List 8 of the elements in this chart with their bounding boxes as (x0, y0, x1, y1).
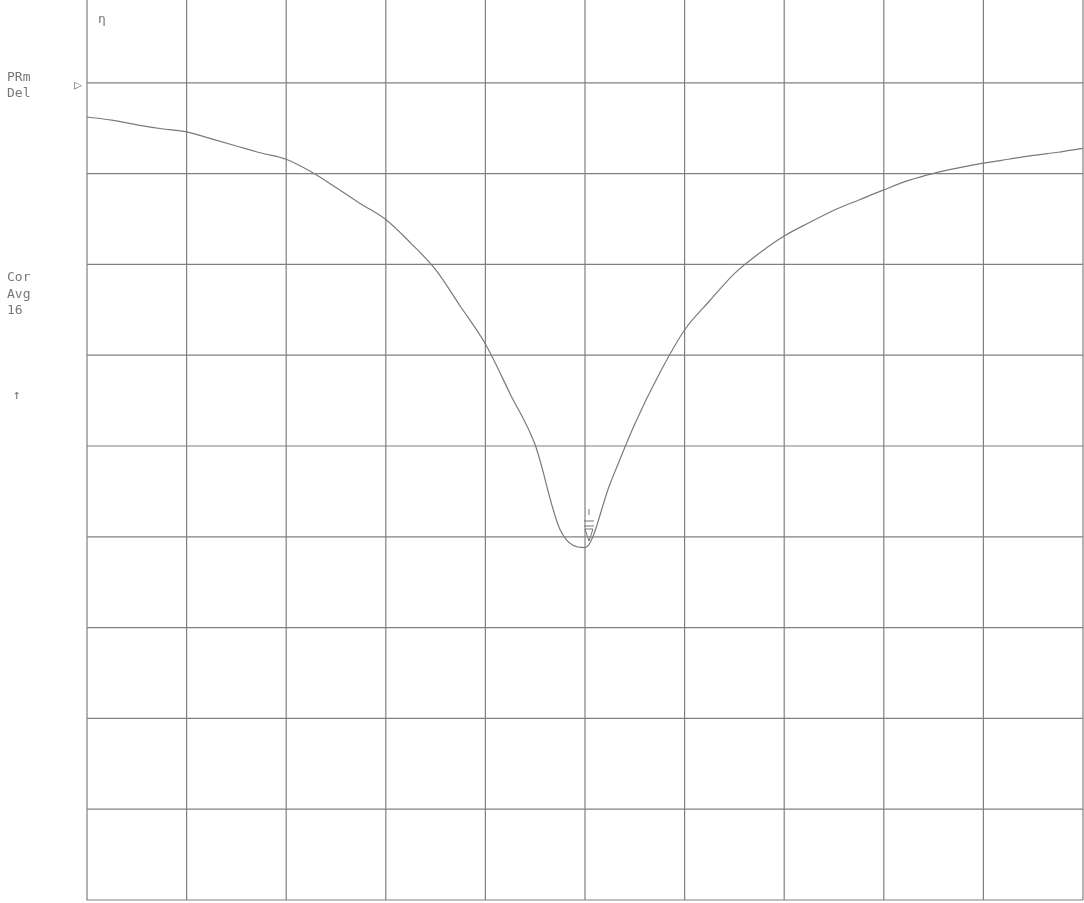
text: ↑ (13, 387, 21, 402)
text: PRm (7, 69, 31, 84)
text: Del (7, 85, 31, 100)
text: Cor (7, 269, 31, 284)
text: ▷ (74, 77, 82, 92)
text: η (98, 11, 106, 26)
text: Avg (7, 286, 31, 301)
text: 16 (7, 302, 23, 317)
